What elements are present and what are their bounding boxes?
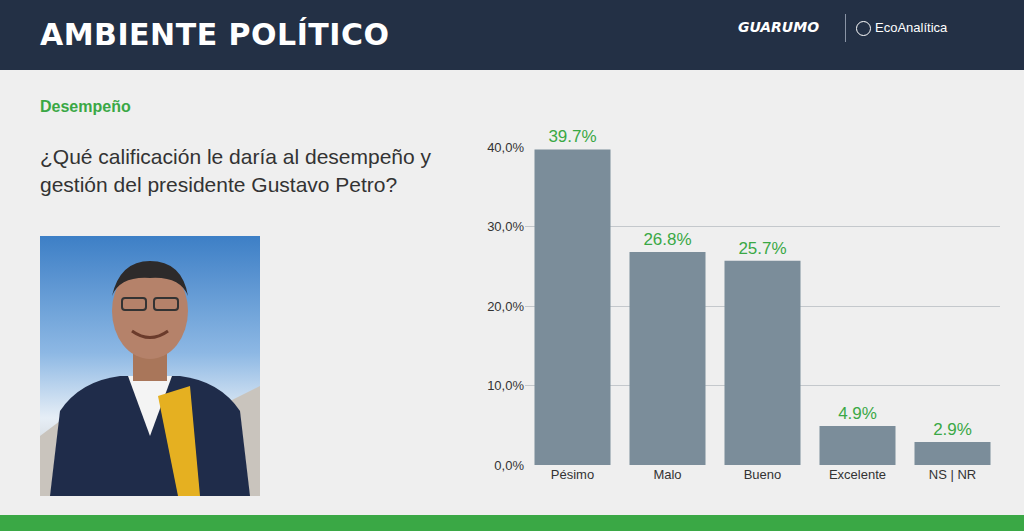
svg-text:Pésimo: Pésimo	[551, 467, 594, 482]
html-text:GUARUMO: GUARUMO	[738, 19, 819, 35]
svg-text:4.9%: 4.9%	[838, 404, 877, 423]
svg-text:Excelente: Excelente	[829, 467, 886, 482]
svg-text:2.9%: 2.9%	[933, 420, 972, 439]
svg-text:10,0%: 10,0%	[487, 378, 524, 393]
svg-text:25.7%: 25.7%	[738, 239, 786, 258]
html-text:EcoAnalítica: EcoAnalítica	[875, 20, 948, 35]
svg-text:0,0%: 0,0%	[494, 458, 524, 473]
svg-text:20,0%: 20,0%	[487, 299, 524, 314]
html-text:¿Qué calificación le daría al: ¿Qué calificación le daría al desempeño …	[40, 145, 431, 196]
html-text:Desempeño: Desempeño	[40, 98, 131, 115]
svg-text:40,0%: 40,0%	[487, 140, 524, 155]
svg-text:26.8%: 26.8%	[643, 230, 691, 249]
svg-text:Bueno: Bueno	[744, 467, 782, 482]
html-text:AMBIENTE POLÍTICO: AMBIENTE POLÍTICO	[40, 17, 390, 52]
svg-text:Malo: Malo	[653, 467, 681, 482]
svg-text:30,0%: 30,0%	[487, 219, 524, 234]
svg-text:39.7%: 39.7%	[548, 127, 596, 146]
svg-text:NS | NR: NS | NR	[929, 467, 976, 482]
